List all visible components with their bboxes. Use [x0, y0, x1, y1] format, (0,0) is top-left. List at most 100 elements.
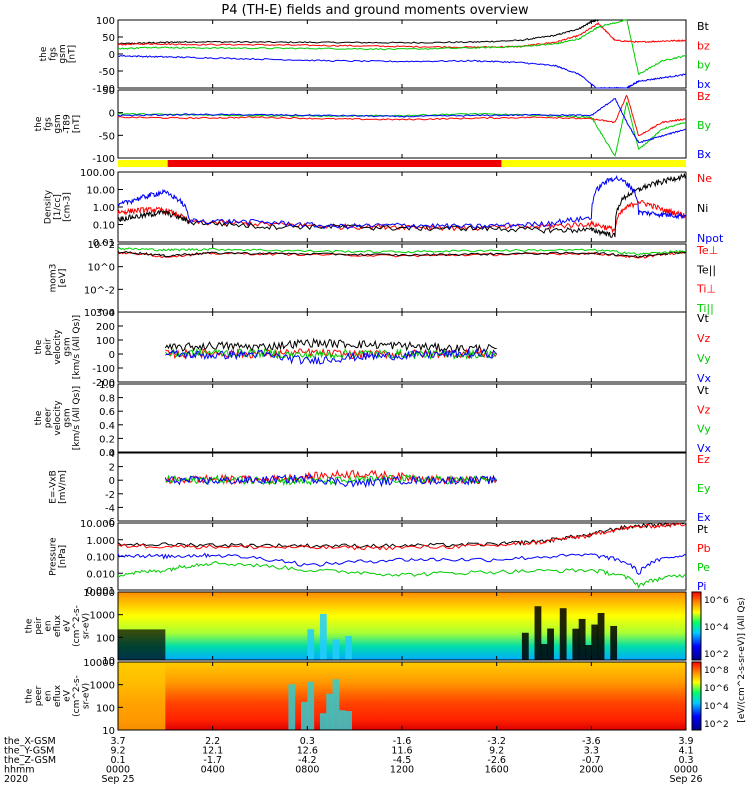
- panel-frame: [117, 89, 687, 159]
- y-axis-label-line: peer: [34, 685, 44, 706]
- y-tick-label: 0: [109, 350, 115, 361]
- legend-Ti⊥: Ti⊥: [696, 283, 716, 296]
- figure-title: P4 (TH-E) fields and ground moments over…: [221, 3, 529, 18]
- axis-row-value: -0.7: [582, 755, 601, 766]
- y-axis-label-line: (cm^2-s-: [72, 605, 82, 647]
- y-tick-label: 0: [109, 476, 115, 487]
- y-tick-label: 0.2: [99, 434, 115, 445]
- y-axis-label: the peir velocity gsm [km/s (All Qs)]: [34, 315, 82, 379]
- y-tick-label: 0.8: [99, 394, 115, 405]
- axis-row-value: 3.7: [110, 736, 125, 747]
- y-axis-label: mom3 [eV]: [48, 264, 68, 293]
- heatmap-fill: [118, 662, 686, 730]
- time-axis-labels: the_X-GSM 3.7 2.2 0.3 -1.6 -3.2 -3.6 3.9 the_Y-G…: [4, 736, 703, 785]
- axis-row-value: 11.6: [391, 746, 412, 757]
- series-fgs_gsm_t89-Bx: [117, 98, 687, 144]
- colorbar-label: 10^8: [704, 666, 729, 676]
- y-tick-label: 10: [102, 726, 115, 737]
- legend-Ne: Ne: [697, 172, 712, 185]
- axis-row-value: 0000: [674, 765, 698, 776]
- y-axis-label-line: the: [39, 46, 49, 61]
- axis-row-value: -2.6: [487, 755, 506, 766]
- y-axis-label-line: the: [34, 410, 44, 425]
- y-tick-label: -100: [92, 154, 115, 165]
- series-fgs_gsm_t89-Bz: [117, 94, 687, 137]
- y-axis-label-line: the: [34, 116, 44, 131]
- axis-row-value: 0800: [295, 765, 319, 776]
- y-axis-label-line: sr-eV): [82, 683, 92, 709]
- y-axis-label-line: eV: [63, 619, 73, 632]
- y-tick-label: 0.0: [99, 448, 115, 459]
- colorbar-label: 10^6: [704, 596, 729, 606]
- y-axis-label: E=-VxB [mV/m]: [48, 470, 68, 504]
- y-axis-label-line: Density: [44, 189, 54, 224]
- y-tick-label: 0.6: [99, 407, 115, 418]
- series-density-Npot: [117, 175, 687, 230]
- legend-Ti||: Ti||: [696, 302, 714, 315]
- axis-row-label: the_Z-GSM: [4, 755, 56, 766]
- heatmap-cell: [578, 618, 586, 660]
- legend-Pe: Pe: [697, 561, 710, 574]
- axis-row-value: 0400: [201, 765, 225, 776]
- y-tick-label: 10: [102, 656, 115, 667]
- y-tick-label: 10^-4: [84, 308, 115, 319]
- colorbar-label: 10^4: [704, 623, 729, 633]
- y-tick-label: 10.000: [80, 519, 115, 530]
- y-tick-label: 0: [109, 50, 115, 61]
- legend-By: By: [697, 119, 712, 132]
- axis-row-value: -3.2: [487, 736, 506, 747]
- legend-Vz: Vz: [697, 332, 711, 345]
- series-efield-Ex: [164, 473, 497, 489]
- y-axis-label: the fgs gsm [nT]: [39, 44, 78, 63]
- axis-row-value: -4.2: [298, 755, 317, 766]
- axis-row-value: 12.6: [297, 746, 318, 757]
- y-axis-label-line: [km/s (All Qs)]: [72, 315, 82, 379]
- y-tick-label: 0.4: [99, 421, 115, 432]
- legend-Ez: Ez: [697, 453, 710, 466]
- heatmap-cell: [521, 632, 529, 660]
- y-axis-label-line: [nPa]: [58, 545, 68, 568]
- colorbar-label: 10^2: [704, 720, 729, 730]
- legend-Te||: Te||: [696, 263, 716, 276]
- panel-density: 100.00 10.00 1.00 0.10 0.01 Density [1/cc] [cm-…: [44, 168, 724, 249]
- legend-Te⊥: Te⊥: [696, 244, 718, 257]
- colorbar-bottom: 10^8 10^6 10^4 10^2: [691, 661, 729, 731]
- series-pressure-Pe: [117, 560, 687, 589]
- legend-Vt: Vt: [697, 312, 710, 325]
- mode-bar-slow-survey: [167, 160, 502, 167]
- heatmap-cell: [301, 701, 308, 730]
- heatmap-cell: [345, 711, 353, 730]
- y-tick-label: 100: [96, 16, 115, 27]
- y-axis-label: the peer velocity gsm [km/s (All Qs)]: [34, 386, 82, 450]
- y-tick-label: 50: [102, 86, 115, 97]
- heatmap-cell: [319, 613, 327, 660]
- heatmap-cell: [326, 693, 334, 730]
- y-axis-label-line: [1/cc]: [53, 194, 63, 220]
- y-axis-label-line: Pressure: [48, 537, 58, 576]
- y-tick-label: -100: [92, 84, 115, 95]
- y-axis-label-line: peir: [44, 338, 54, 356]
- panel-frame: [117, 452, 687, 522]
- series-peir_velocity-Vx: [165, 348, 498, 365]
- colorbar-label: 10^6: [704, 684, 729, 694]
- colorbar-strip: [691, 591, 702, 661]
- series-temperature-Te||: [117, 250, 687, 258]
- heatmap-cell: [319, 713, 327, 730]
- axis-row-value: -1.7: [203, 755, 222, 766]
- legend-Ey: Ey: [697, 482, 711, 495]
- panel-temperature: 10^2 10^0 10^-2 10^-4 mom3 [eV] Te⊥ Te|| Ti⊥ Ti||: [48, 240, 718, 319]
- y-axis-label-line: peer: [44, 407, 54, 428]
- axis-row-value: 1200: [390, 765, 414, 776]
- panel-fgs_gsm: 100 50 0 -50 -100 the fgs gsm [nT] Bt bz by bx: [39, 16, 711, 95]
- y-axis-label-line: gsm: [63, 408, 73, 427]
- legend-bx: bx: [697, 78, 711, 91]
- axis-row-value: Sep 26: [669, 774, 702, 785]
- panel-peir_velocity: 300 200 100 0 -100 -200 the peir velocity gsm [km/…: [34, 308, 712, 389]
- heatmap-cell: [559, 608, 567, 660]
- axis-row-value: 3.9: [678, 736, 693, 747]
- series-pressure-Pb: [117, 522, 687, 551]
- legend-Vy: Vy: [697, 423, 711, 436]
- heatmap-cell: [345, 636, 353, 660]
- legend-Pt: Pt: [697, 523, 709, 536]
